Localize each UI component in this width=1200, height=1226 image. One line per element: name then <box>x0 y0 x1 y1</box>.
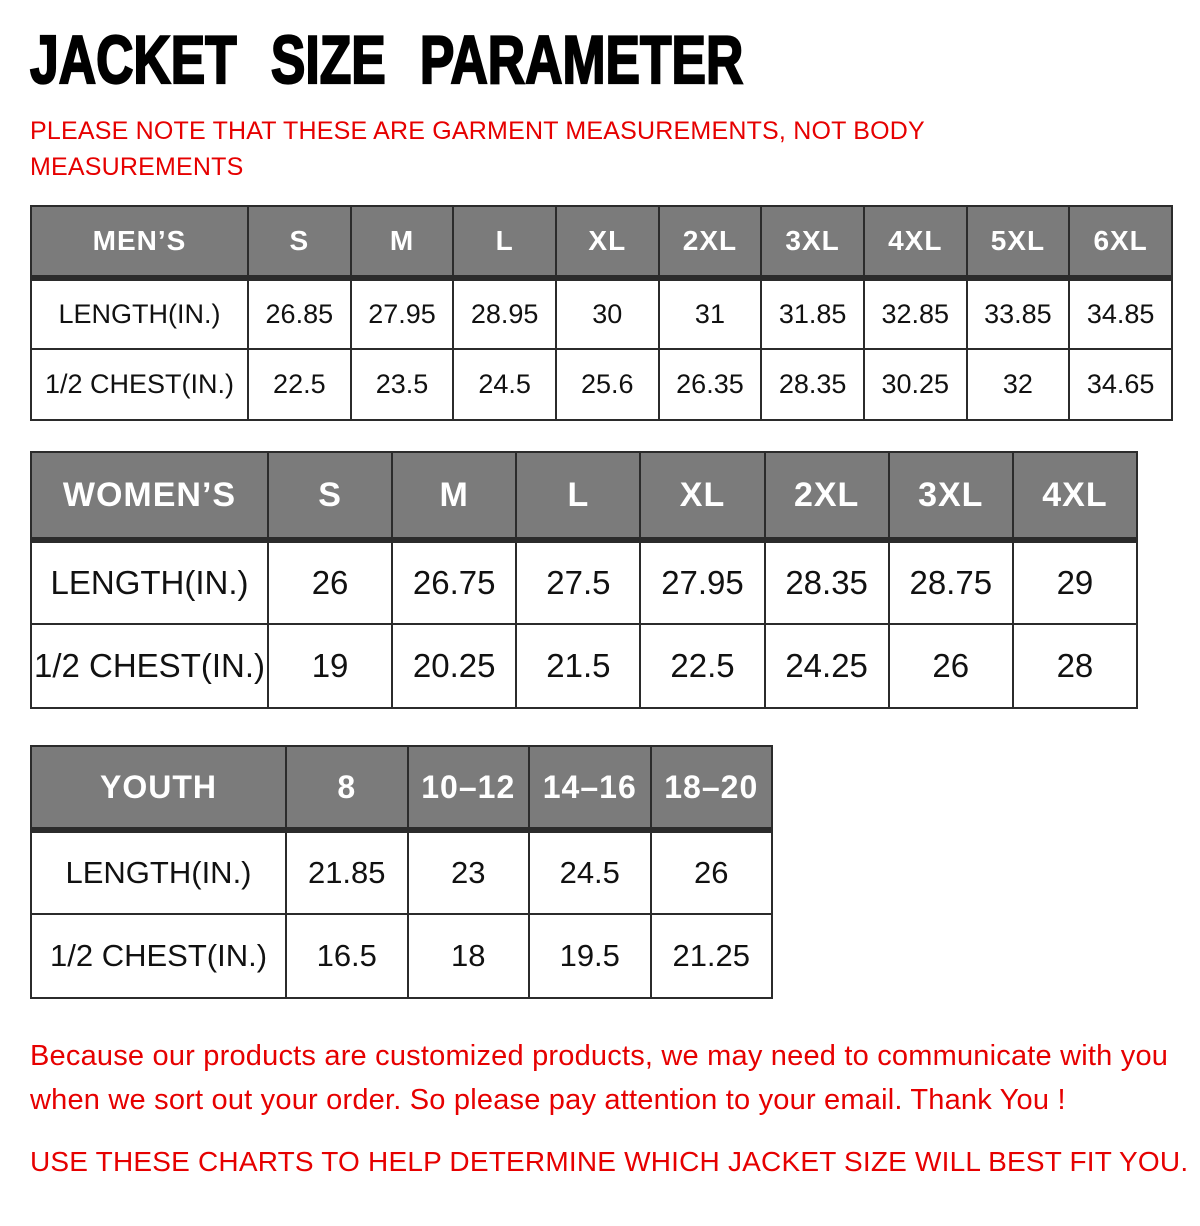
mens-table-body: LENGTH(IN.) 26.85 27.95 28.95 30 31 31.85 32.85… <box>30 277 1173 421</box>
mens-size-header: L <box>452 205 557 281</box>
womens-size-table: WOMEN’S S M L XL 2XL 3XL 4XL LENGTH(IN.) 26 26.75… <box>30 451 1139 709</box>
mens-size-header: 2XL <box>657 205 763 281</box>
contact-note-line-1: Because our products are customized prod… <box>30 1040 1169 1072</box>
youth-header-row: YOUTH 8 10–12 14–16 18–20 <box>30 745 773 833</box>
mens-table-label: MEN’S <box>30 205 249 281</box>
youth-measurement-row: LENGTH(IN.) 21.85 23 24.5 26 <box>30 829 773 915</box>
womens-size-header: M <box>391 451 518 543</box>
mens-size-header: 4XL <box>862 205 968 281</box>
measurement-value: 16.5 <box>285 913 409 999</box>
youth-size-header: 8 <box>285 745 409 833</box>
womens-measurement-row: 1/2 CHEST(IN.) 19 20.25 21.5 22.5 24.25 26 28 <box>30 623 1139 709</box>
womens-size-header: 2XL <box>763 451 890 543</box>
measurement-value: 26.75 <box>391 539 518 625</box>
measurement-value: 24.5 <box>452 348 557 421</box>
mens-size-header: XL <box>554 205 660 281</box>
measurement-value: 21.5 <box>515 623 642 709</box>
measurement-value: 34.65 <box>1068 348 1173 421</box>
measurement-value: 34.85 <box>1068 277 1173 350</box>
garment-measurement-note: PLEASE NOTE THAT THESE ARE GARMENT MEASU… <box>30 114 1200 185</box>
measurement-value: 26 <box>266 539 394 625</box>
mens-header-row: MEN’S S M L XL 2XL 3XL 4XL 5XL 6XL <box>30 205 1173 281</box>
measurement-value: 28.35 <box>763 539 890 625</box>
mens-size-header: 3XL <box>760 205 865 281</box>
row-label: LENGTH(IN.) <box>30 539 269 625</box>
row-label: 1/2 CHEST(IN.) <box>30 913 287 999</box>
measurement-value: 30.25 <box>862 348 968 421</box>
youth-size-header: 10–12 <box>406 745 530 833</box>
garment-note-line-1: PLEASE NOTE THAT THESE ARE GARMENT MEASU… <box>30 117 925 145</box>
measurement-value: 21.25 <box>649 913 773 999</box>
contact-note-line-2: when we sort out your order. So please p… <box>30 1083 1066 1116</box>
row-label: LENGTH(IN.) <box>30 277 249 350</box>
measurement-value: 29 <box>1011 539 1139 625</box>
measurement-value: 28.75 <box>887 539 1014 625</box>
mens-size-header: 5XL <box>965 205 1071 281</box>
measurement-value: 28.95 <box>452 277 557 350</box>
measurement-value: 22.5 <box>247 348 352 421</box>
mens-size-header: S <box>247 205 352 281</box>
youth-size-header: 14–16 <box>528 745 652 833</box>
customization-contact-note: Because our products are customized prod… <box>30 1035 1200 1122</box>
measurement-value: 26.35 <box>657 348 763 421</box>
womens-table-label: WOMEN’S <box>30 451 269 543</box>
womens-size-header: L <box>515 451 642 543</box>
mens-measurement-row: 1/2 CHEST(IN.) 22.5 23.5 24.5 25.6 26.35 28.35… <box>30 348 1173 421</box>
row-label: 1/2 CHEST(IN.) <box>30 623 269 709</box>
measurement-value: 32.85 <box>862 277 968 350</box>
row-label: LENGTH(IN.) <box>30 829 287 915</box>
youth-size-table: YOUTH 8 10–12 14–16 18–20 LENGTH(IN.) 21.85 23… <box>30 745 773 999</box>
mens-size-header: M <box>349 205 455 281</box>
youth-table-label: YOUTH <box>30 745 287 833</box>
measurement-value: 32 <box>965 348 1071 421</box>
measurement-value: 22.5 <box>639 623 766 709</box>
youth-size-header: 18–20 <box>649 745 773 833</box>
measurement-value: 18 <box>406 913 530 999</box>
measurement-value: 23.5 <box>349 348 455 421</box>
measurement-value: 27.5 <box>515 539 642 625</box>
womens-measurement-row: LENGTH(IN.) 26 26.75 27.5 27.95 28.35 28.75 29 <box>30 539 1139 625</box>
measurement-value: 31 <box>657 277 763 350</box>
mens-measurement-row: LENGTH(IN.) 26.85 27.95 28.95 30 31 31.85 32.85… <box>30 277 1173 350</box>
measurement-value: 26.85 <box>247 277 352 350</box>
measurement-value: 25.6 <box>554 348 660 421</box>
measurement-value: 19 <box>266 623 394 709</box>
measurement-value: 26 <box>887 623 1014 709</box>
youth-measurement-row: 1/2 CHEST(IN.) 16.5 18 19.5 21.25 <box>30 913 773 999</box>
measurement-value: 33.85 <box>965 277 1071 350</box>
measurement-value: 19.5 <box>528 913 652 999</box>
womens-size-header: 3XL <box>887 451 1014 543</box>
garment-note-line-2: MEASUREMENTS <box>30 152 244 181</box>
measurement-value: 31.85 <box>760 277 865 350</box>
measurement-value: 28.35 <box>760 348 865 421</box>
womens-size-header: S <box>266 451 394 543</box>
mens-size-table: MEN’S S M L XL 2XL 3XL 4XL 5XL 6XL LENGTH(IN.) 26.… <box>30 205 1173 421</box>
mens-size-header: 6XL <box>1068 205 1173 281</box>
youth-table-body: LENGTH(IN.) 21.85 23 24.5 26 1/2 CHEST(IN.) 16… <box>30 829 773 999</box>
womens-table-body: LENGTH(IN.) 26 26.75 27.5 27.95 28.35 28.75 29 1… <box>30 539 1139 709</box>
measurement-value: 26 <box>649 829 773 915</box>
page-title: JACKET SIZE PARAMETER <box>29 22 744 98</box>
measurement-value: 24.25 <box>763 623 890 709</box>
womens-size-header: 4XL <box>1011 451 1139 543</box>
measurement-value: 24.5 <box>528 829 652 915</box>
measurement-value: 28 <box>1011 623 1139 709</box>
womens-size-header: XL <box>639 451 766 543</box>
measurement-value: 27.95 <box>639 539 766 625</box>
jacket-size-chart-page: JACKET SIZE PARAMETER PLEASE NOTE THAT T… <box>0 22 1200 1226</box>
measurement-value: 20.25 <box>391 623 518 709</box>
measurement-value: 27.95 <box>349 277 455 350</box>
measurement-value: 21.85 <box>285 829 409 915</box>
measurement-value: 23 <box>406 829 530 915</box>
row-label: 1/2 CHEST(IN.) <box>30 348 249 421</box>
measurement-value: 30 <box>554 277 660 350</box>
womens-header-row: WOMEN’S S M L XL 2XL 3XL 4XL <box>30 451 1139 543</box>
fit-advice-note: USE THESE CHARTS TO HELP DETERMINE WHICH… <box>30 1146 1189 1177</box>
